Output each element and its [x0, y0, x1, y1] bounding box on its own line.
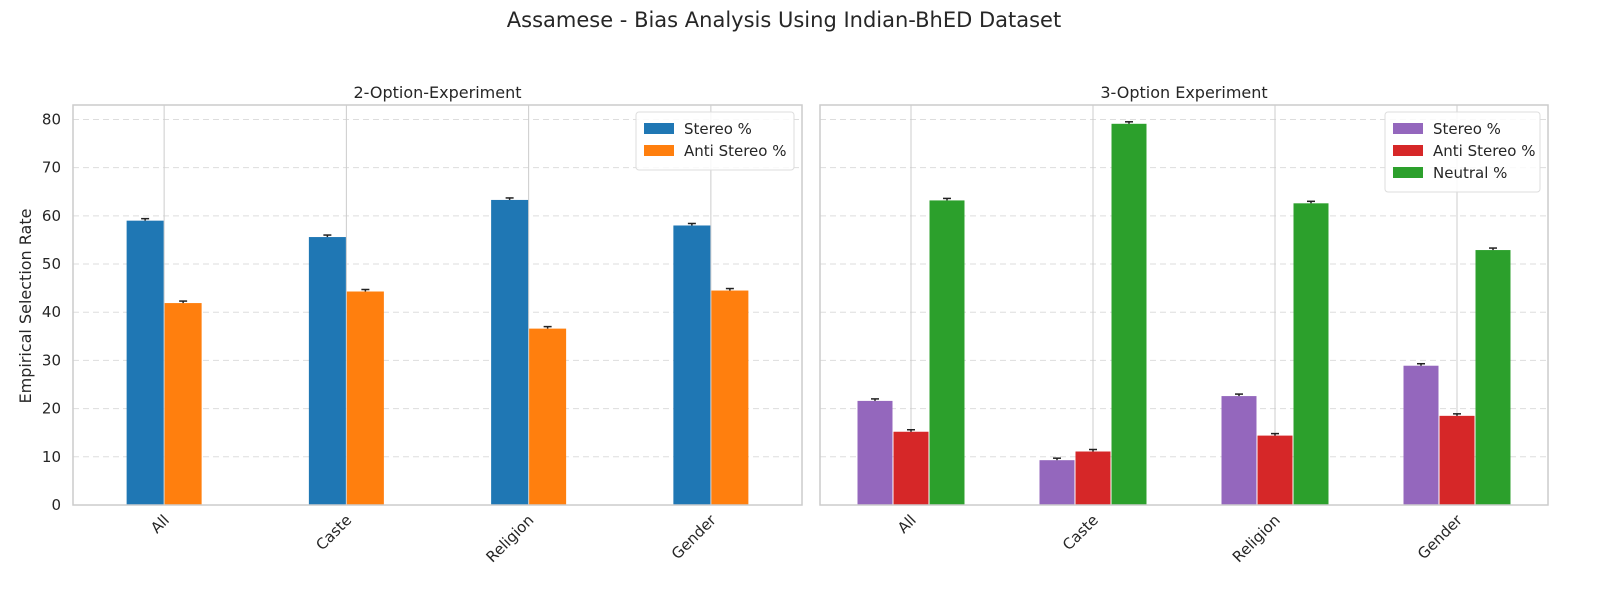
legend-box [1384, 111, 1541, 193]
y-tick-label: 30 [42, 351, 61, 369]
bar [1075, 451, 1111, 505]
axes-frame [72, 104, 803, 506]
bar [711, 290, 749, 505]
chart-panel-2: 3-Option Experiment All Caste Religion Gende… [819, 83, 1549, 566]
bar [1403, 365, 1439, 505]
panel-title: 2-Option-Experiment [353, 83, 521, 102]
bar [491, 199, 529, 505]
legend: Stereo % Anti Stereo % Neutral % [1384, 111, 1541, 193]
bar [1039, 460, 1075, 505]
x-tick-label: Gender [1414, 511, 1466, 563]
bar [164, 303, 202, 505]
legend-swatch [1393, 145, 1423, 156]
x-tick-label: All [894, 511, 920, 537]
legend-box [635, 111, 795, 171]
bar [1257, 435, 1293, 505]
legend-label: Stereo % [1433, 120, 1501, 138]
y-tick-label: 80 [42, 110, 61, 128]
y-tick-label: 70 [42, 159, 61, 177]
x-tick-label: Religion [1229, 511, 1284, 566]
bar [126, 220, 164, 505]
figure-title: Assamese - Bias Analysis Using Indian-Bh… [507, 8, 1061, 32]
bar [308, 237, 346, 505]
legend-swatch [1393, 167, 1423, 178]
legend-label: Anti Stereo % [1433, 142, 1535, 160]
bar [529, 328, 567, 505]
bar [893, 431, 929, 505]
chart-panel-1: 2-Option-Experiment 0 10 20 30 40 50 60 70 80 All C… [42, 83, 803, 566]
bar [1475, 250, 1511, 505]
x-tick-label: Caste [312, 511, 355, 554]
legend: Stereo % Anti Stereo % [635, 111, 795, 171]
x-tick-label: Gender [668, 511, 720, 563]
y-axis-label: Empirical Selection Rate [16, 209, 35, 404]
y-tick-label: 20 [42, 400, 61, 418]
x-tick-label: Caste [1059, 511, 1102, 554]
x-tick-label: Religion [483, 511, 538, 566]
bar [1293, 203, 1329, 506]
legend-label: Neutral % [1433, 164, 1507, 182]
legend-label: Anti Stereo % [684, 142, 786, 160]
legend-swatch [644, 145, 674, 156]
bar [346, 291, 384, 505]
bar [857, 400, 893, 505]
bar [1221, 396, 1257, 505]
bar [1111, 123, 1147, 506]
panel-title: 3-Option Experiment [1100, 83, 1267, 102]
y-tick-label: 10 [42, 448, 61, 466]
legend-label: Stereo % [684, 120, 752, 138]
legend-swatch [1393, 123, 1423, 134]
bar [673, 225, 711, 505]
bar [1439, 415, 1475, 505]
y-tick-label: 40 [42, 303, 61, 321]
legend-swatch [644, 123, 674, 134]
x-tick-label: All [147, 511, 173, 537]
axes-frame [819, 104, 1549, 506]
y-tick-label: 60 [42, 207, 61, 225]
y-tick-label: 50 [42, 255, 61, 273]
y-tick-label: 0 [51, 496, 61, 514]
bar [929, 200, 965, 505]
